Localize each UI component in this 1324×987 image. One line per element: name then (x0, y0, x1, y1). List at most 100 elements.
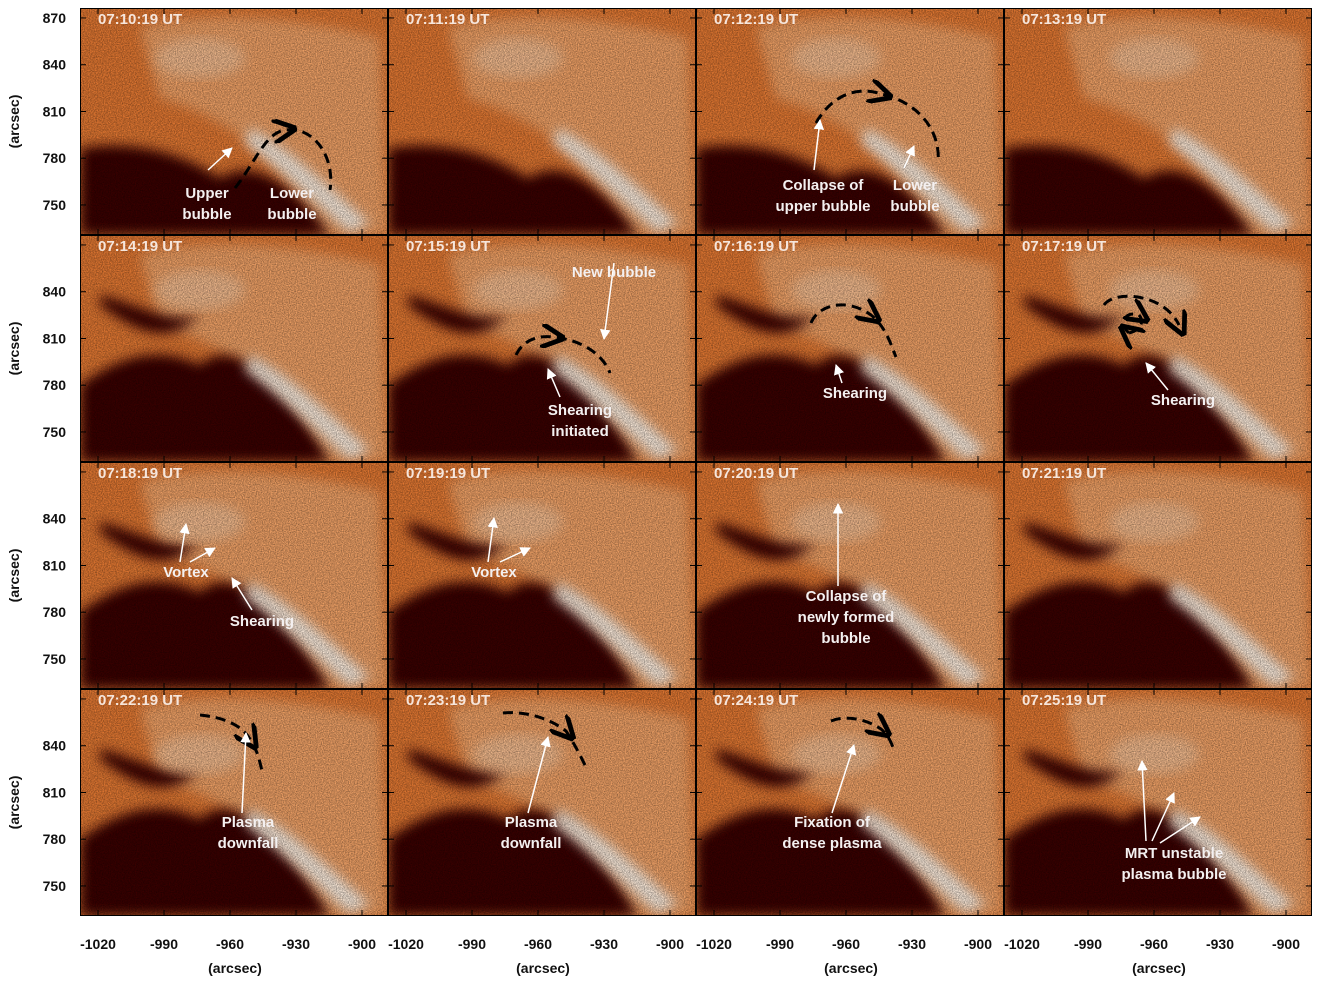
y-tick-label: 780 (43, 604, 67, 620)
annotation: newly formed (798, 609, 895, 626)
x-tick-label: -930 (1206, 936, 1234, 952)
panel: 07:11:19 UT (388, 8, 696, 235)
annotation: Collapse of (806, 588, 888, 605)
annotation: Fixation of (794, 814, 871, 831)
x-axis-label: (arcsec) (516, 960, 570, 976)
timestamp: 07:23:19 UT (406, 692, 490, 709)
x-tick-label: -930 (590, 936, 618, 952)
y-tick-label: 840 (43, 738, 67, 754)
x-axis-label: (arcsec) (824, 960, 878, 976)
x-tick-label: -1020 (1004, 936, 1040, 952)
timestamp: 07:21:19 UT (1022, 465, 1106, 482)
x-tick-label: -930 (898, 936, 926, 952)
annotation: Vortex (163, 564, 209, 581)
annotation: dense plasma (782, 835, 882, 852)
annotation: upper bubble (776, 198, 871, 215)
y-tick-label: 840 (43, 511, 67, 527)
y-tick-label: 840 (43, 57, 67, 73)
timestamp: 07:19:19 UT (406, 465, 490, 482)
annotation: Lower (893, 177, 937, 194)
annotation: Shearing (548, 402, 612, 419)
annotation: Plasma (505, 814, 558, 831)
annotation: bubble (821, 630, 870, 647)
panel: 07:12:19 UT Collapse of upper bubble Lower b… (696, 8, 1004, 235)
y-tick-label: 810 (43, 557, 67, 573)
timestamp: 07:12:19 UT (714, 11, 798, 28)
annotation: plasma bubble (1121, 866, 1226, 883)
y-tick-label: 810 (43, 103, 67, 119)
x-tick-label: -900 (964, 936, 992, 952)
annotation: bubble (267, 206, 316, 223)
figure: 07:10:19 UT Upper bubble Lower bubble 07:11:1… (0, 0, 1324, 982)
timestamp: 07:20:19 UT (714, 465, 798, 482)
noise (80, 235, 388, 462)
y-tick-label: 780 (43, 831, 67, 847)
y-tick-label: 780 (43, 377, 67, 393)
noise (1004, 462, 1312, 689)
annotation: Shearing (823, 385, 887, 402)
panel: 07:23:19 UT Plasma downfall (388, 689, 696, 916)
annotation: downfall (501, 835, 562, 852)
panel: 07:17:19 UT Shearing (1004, 235, 1312, 462)
timestamp: 07:13:19 UT (1022, 11, 1106, 28)
x-tick-label: -900 (656, 936, 684, 952)
noise (80, 462, 388, 689)
panel: 07:16:19 UT Shearing (696, 235, 1004, 462)
y-tick-label: 810 (43, 330, 67, 346)
x-tick-label: -930 (282, 936, 310, 952)
panel: 07:20:19 UT Collapse of newly formed bubble (696, 462, 1004, 689)
annotation: bubble (890, 198, 939, 215)
y-tick-label: 750 (43, 651, 67, 667)
noise (1004, 8, 1312, 235)
x-tick-label: -1020 (388, 936, 424, 952)
timestamp: 07:18:19 UT (98, 465, 182, 482)
timestamp: 07:25:19 UT (1022, 692, 1106, 709)
annotation: Plasma (222, 814, 275, 831)
panel: 07:25:19 UT MRT unstable plasma bubble (1004, 689, 1312, 916)
noise (696, 235, 1004, 462)
x-axis-label: (arcsec) (1132, 960, 1186, 976)
x-tick-label: -900 (1272, 936, 1300, 952)
timestamp: 07:17:19 UT (1022, 238, 1106, 255)
panel: 07:22:19 UT Plasma downfall (80, 689, 388, 916)
panel: 07:21:19 UT (1004, 462, 1312, 689)
annotation: Upper (185, 185, 229, 202)
x-tick-label: -990 (1074, 936, 1102, 952)
panel: 07:14:19 UT (80, 235, 388, 462)
noise (80, 8, 388, 235)
y-axis-label: (arcsec) (6, 549, 22, 603)
y-tick-label: 870 (43, 10, 67, 26)
x-tick-label: -990 (766, 936, 794, 952)
timestamp: 07:11:19 UT (406, 11, 489, 28)
timestamp: 07:16:19 UT (714, 238, 798, 255)
y-axis-label: (arcsec) (6, 776, 22, 830)
x-tick-label: -990 (150, 936, 178, 952)
y-tick-label: 840 (43, 284, 67, 300)
annotation: New bubble (572, 264, 656, 281)
timestamp: 07:22:19 UT (98, 692, 182, 709)
y-tick-label: 750 (43, 878, 67, 894)
timestamp: 07:10:19 UT (98, 11, 182, 28)
x-tick-label: -960 (832, 936, 860, 952)
noise (696, 689, 1004, 916)
x-tick-label: -990 (458, 936, 486, 952)
annotation: MRT unstable (1125, 845, 1223, 862)
y-tick-label: 750 (43, 197, 67, 213)
noise (388, 462, 696, 689)
annotation: downfall (218, 835, 279, 852)
noise (1004, 235, 1312, 462)
annotation: Shearing (1151, 392, 1215, 409)
timestamp: 07:24:19 UT (714, 692, 798, 709)
panel: 07:13:19 UT (1004, 8, 1312, 235)
timestamp: 07:14:19 UT (98, 238, 182, 255)
annotation: Collapse of (783, 177, 865, 194)
y-tick-label: 810 (43, 784, 67, 800)
annotation: Lower (270, 185, 314, 202)
panel: 07:24:19 UT Fixation of dense plasma (696, 689, 1004, 916)
x-tick-label: -1020 (80, 936, 116, 952)
x-axis-label: (arcsec) (208, 960, 262, 976)
